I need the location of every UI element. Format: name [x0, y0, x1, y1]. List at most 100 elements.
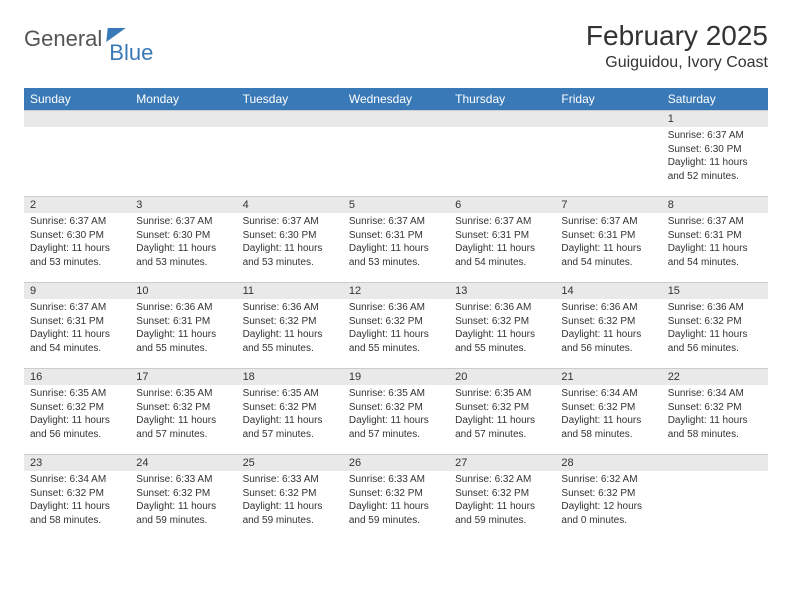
- sunrise-text: Sunrise: 6:35 AM: [455, 387, 549, 401]
- daylight-text: Daylight: 12 hours and 0 minutes.: [561, 500, 655, 527]
- sunset-text: Sunset: 6:31 PM: [30, 315, 124, 329]
- day-body: Sunrise: 6:36 AMSunset: 6:32 PMDaylight:…: [237, 299, 343, 359]
- sunrise-text: Sunrise: 6:36 AM: [455, 301, 549, 315]
- day-number: [662, 454, 768, 471]
- sunrise-text: Sunrise: 6:34 AM: [30, 473, 124, 487]
- sunrise-text: Sunrise: 6:33 AM: [136, 473, 230, 487]
- sunset-text: Sunset: 6:32 PM: [561, 401, 655, 415]
- day-number: 7: [555, 196, 661, 213]
- calendar-cell: 9Sunrise: 6:37 AMSunset: 6:31 PMDaylight…: [24, 282, 130, 368]
- daylight-text: Daylight: 11 hours and 58 minutes.: [30, 500, 124, 527]
- sunrise-text: Sunrise: 6:32 AM: [455, 473, 549, 487]
- day-number: 11: [237, 282, 343, 299]
- day-number: [343, 110, 449, 127]
- day-body: Sunrise: 6:34 AMSunset: 6:32 PMDaylight:…: [662, 385, 768, 445]
- day-body: Sunrise: 6:37 AMSunset: 6:31 PMDaylight:…: [449, 213, 555, 273]
- calendar-cell: 14Sunrise: 6:36 AMSunset: 6:32 PMDayligh…: [555, 282, 661, 368]
- daylight-text: Daylight: 11 hours and 53 minutes.: [243, 242, 337, 269]
- daylight-text: Daylight: 11 hours and 56 minutes.: [30, 414, 124, 441]
- day-body: Sunrise: 6:34 AMSunset: 6:32 PMDaylight:…: [24, 471, 130, 531]
- calendar-cell: 12Sunrise: 6:36 AMSunset: 6:32 PMDayligh…: [343, 282, 449, 368]
- sunset-text: Sunset: 6:31 PM: [561, 229, 655, 243]
- location-label: Guiguidou, Ivory Coast: [586, 54, 768, 72]
- calendar-cell: 5Sunrise: 6:37 AMSunset: 6:31 PMDaylight…: [343, 196, 449, 282]
- day-number: 18: [237, 368, 343, 385]
- sunrise-text: Sunrise: 6:36 AM: [136, 301, 230, 315]
- daylight-text: Daylight: 11 hours and 53 minutes.: [136, 242, 230, 269]
- sunrise-text: Sunrise: 6:37 AM: [668, 129, 762, 143]
- calendar-cell: 7Sunrise: 6:37 AMSunset: 6:31 PMDaylight…: [555, 196, 661, 282]
- sunrise-text: Sunrise: 6:32 AM: [561, 473, 655, 487]
- day-number: 28: [555, 454, 661, 471]
- calendar-cell: 8Sunrise: 6:37 AMSunset: 6:31 PMDaylight…: [662, 196, 768, 282]
- day-body: Sunrise: 6:35 AMSunset: 6:32 PMDaylight:…: [24, 385, 130, 445]
- day-number: 24: [130, 454, 236, 471]
- calendar-cell: [449, 110, 555, 196]
- day-body: [662, 471, 768, 477]
- sunset-text: Sunset: 6:32 PM: [30, 401, 124, 415]
- sunset-text: Sunset: 6:32 PM: [349, 401, 443, 415]
- sunset-text: Sunset: 6:32 PM: [561, 487, 655, 501]
- sunset-text: Sunset: 6:32 PM: [561, 315, 655, 329]
- calendar-cell: [130, 110, 236, 196]
- daylight-text: Daylight: 11 hours and 54 minutes.: [668, 242, 762, 269]
- sunrise-text: Sunrise: 6:36 AM: [349, 301, 443, 315]
- daylight-text: Daylight: 11 hours and 53 minutes.: [349, 242, 443, 269]
- calendar-cell: 10Sunrise: 6:36 AMSunset: 6:31 PMDayligh…: [130, 282, 236, 368]
- day-body: Sunrise: 6:37 AMSunset: 6:30 PMDaylight:…: [130, 213, 236, 273]
- sunset-text: Sunset: 6:32 PM: [136, 401, 230, 415]
- day-body: Sunrise: 6:34 AMSunset: 6:32 PMDaylight:…: [555, 385, 661, 445]
- day-number: 14: [555, 282, 661, 299]
- sunrise-text: Sunrise: 6:37 AM: [30, 301, 124, 315]
- sunset-text: Sunset: 6:30 PM: [243, 229, 337, 243]
- weekday-sunday: Sunday: [24, 88, 130, 110]
- calendar-cell: 22Sunrise: 6:34 AMSunset: 6:32 PMDayligh…: [662, 368, 768, 454]
- day-body: [237, 127, 343, 133]
- weekday-wednesday: Wednesday: [343, 88, 449, 110]
- day-number: 9: [24, 282, 130, 299]
- sunrise-text: Sunrise: 6:33 AM: [243, 473, 337, 487]
- day-number: 15: [662, 282, 768, 299]
- day-body: Sunrise: 6:32 AMSunset: 6:32 PMDaylight:…: [449, 471, 555, 531]
- calendar-row: 16Sunrise: 6:35 AMSunset: 6:32 PMDayligh…: [24, 368, 768, 454]
- day-body: [24, 127, 130, 133]
- daylight-text: Daylight: 11 hours and 57 minutes.: [349, 414, 443, 441]
- day-number: 12: [343, 282, 449, 299]
- daylight-text: Daylight: 11 hours and 58 minutes.: [668, 414, 762, 441]
- sunrise-text: Sunrise: 6:37 AM: [561, 215, 655, 229]
- day-body: Sunrise: 6:35 AMSunset: 6:32 PMDaylight:…: [343, 385, 449, 445]
- weekday-thursday: Thursday: [449, 88, 555, 110]
- sunrise-text: Sunrise: 6:35 AM: [136, 387, 230, 401]
- sunset-text: Sunset: 6:32 PM: [668, 401, 762, 415]
- sunrise-text: Sunrise: 6:35 AM: [243, 387, 337, 401]
- day-number: 10: [130, 282, 236, 299]
- sunset-text: Sunset: 6:32 PM: [455, 315, 549, 329]
- title-block: February 2025 Guiguidou, Ivory Coast: [586, 20, 768, 72]
- day-body: Sunrise: 6:37 AMSunset: 6:31 PMDaylight:…: [662, 213, 768, 273]
- sunrise-text: Sunrise: 6:37 AM: [668, 215, 762, 229]
- day-body: Sunrise: 6:36 AMSunset: 6:32 PMDaylight:…: [449, 299, 555, 359]
- day-body: Sunrise: 6:33 AMSunset: 6:32 PMDaylight:…: [237, 471, 343, 531]
- header: General Blue February 2025 Guiguidou, Iv…: [24, 20, 768, 72]
- sunrise-text: Sunrise: 6:37 AM: [349, 215, 443, 229]
- sunset-text: Sunset: 6:32 PM: [243, 487, 337, 501]
- daylight-text: Daylight: 11 hours and 55 minutes.: [243, 328, 337, 355]
- day-number: [449, 110, 555, 127]
- day-number: 26: [343, 454, 449, 471]
- sunrise-text: Sunrise: 6:34 AM: [668, 387, 762, 401]
- calendar-cell: 21Sunrise: 6:34 AMSunset: 6:32 PMDayligh…: [555, 368, 661, 454]
- weekday-header-row: Sunday Monday Tuesday Wednesday Thursday…: [24, 88, 768, 110]
- calendar-cell: [662, 454, 768, 540]
- sunrise-text: Sunrise: 6:37 AM: [30, 215, 124, 229]
- day-number: [130, 110, 236, 127]
- calendar-cell: 13Sunrise: 6:36 AMSunset: 6:32 PMDayligh…: [449, 282, 555, 368]
- calendar-cell: 6Sunrise: 6:37 AMSunset: 6:31 PMDaylight…: [449, 196, 555, 282]
- day-number: 5: [343, 196, 449, 213]
- day-body: Sunrise: 6:37 AMSunset: 6:31 PMDaylight:…: [555, 213, 661, 273]
- daylight-text: Daylight: 11 hours and 58 minutes.: [561, 414, 655, 441]
- calendar-cell: 3Sunrise: 6:37 AMSunset: 6:30 PMDaylight…: [130, 196, 236, 282]
- calendar-cell: 20Sunrise: 6:35 AMSunset: 6:32 PMDayligh…: [449, 368, 555, 454]
- day-body: Sunrise: 6:36 AMSunset: 6:31 PMDaylight:…: [130, 299, 236, 359]
- sunset-text: Sunset: 6:32 PM: [349, 487, 443, 501]
- day-number: 27: [449, 454, 555, 471]
